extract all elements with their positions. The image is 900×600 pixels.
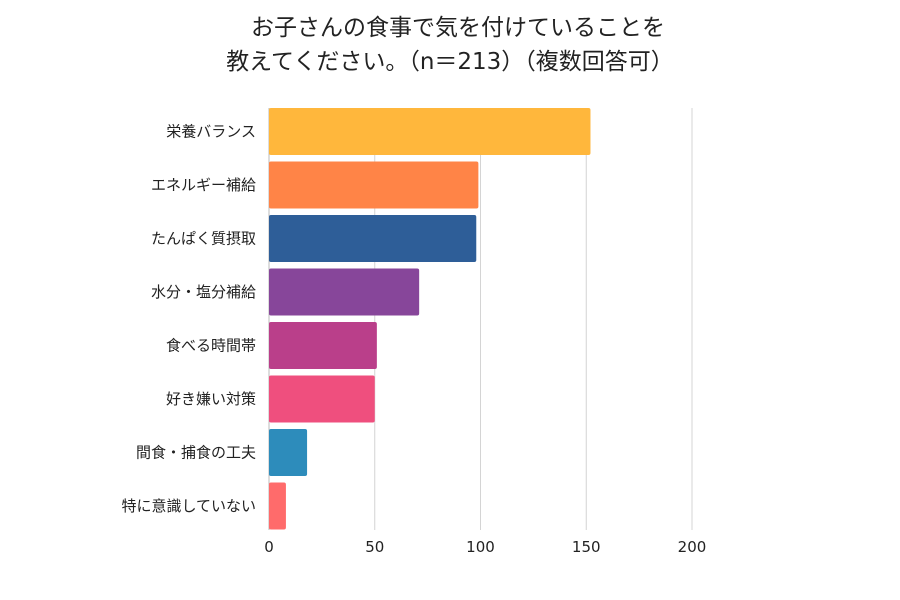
bar <box>269 375 375 423</box>
category-label: 栄養バランス <box>166 123 256 141</box>
x-tick-label: 200 <box>678 538 707 556</box>
category-label: 食べる時間帯 <box>166 337 256 355</box>
category-label: 好き嫌い対策 <box>166 390 256 408</box>
x-tick-label: 100 <box>466 538 495 556</box>
bar <box>269 161 479 209</box>
category-label: エネルギー補給 <box>151 176 256 194</box>
category-label: 水分・塩分補給 <box>151 283 256 301</box>
bar <box>269 322 377 369</box>
x-tick-label: 150 <box>572 538 601 556</box>
category-label: 間食・捕食の工夫 <box>136 444 256 462</box>
category-label: たんぱく質摂取 <box>151 230 256 248</box>
chart-title-line-2: 教えてください。（n＝213）（複数回答可） <box>226 49 674 75</box>
x-tick-label: 50 <box>365 538 384 556</box>
x-tick-label: 0 <box>264 538 274 556</box>
category-label: 特に意識していない <box>121 497 256 515</box>
chart-title-line-1: お子さんの食事で気を付けていることを <box>251 15 665 41</box>
bar <box>269 108 591 155</box>
bar <box>269 482 286 530</box>
bar <box>269 268 420 316</box>
bar <box>269 215 477 262</box>
bar <box>269 429 308 476</box>
